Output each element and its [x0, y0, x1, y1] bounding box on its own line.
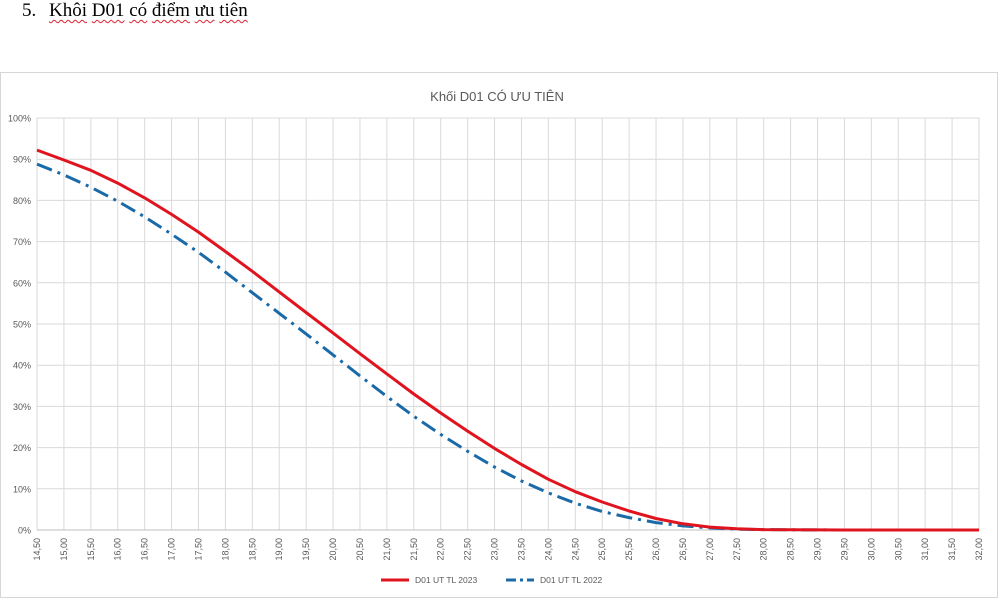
- series-line: [36, 162, 979, 532]
- series-lines: [36, 148, 979, 532]
- x-tick-label: 27,50: [732, 538, 742, 561]
- x-tick-label: 25,00: [597, 538, 607, 561]
- x-tick-label: 30,00: [866, 538, 876, 561]
- x-tick-label: 29,00: [813, 538, 823, 561]
- x-tick-label: 24,00: [543, 538, 553, 561]
- y-tick-label: 90%: [13, 155, 31, 165]
- document-heading: 5. Khôi D01 có điểm ưu tiên: [22, 0, 248, 22]
- x-tick-label: 28,50: [786, 538, 796, 561]
- y-tick-label: 50%: [13, 320, 31, 330]
- chart-frame: Khối D01 CÓ ƯU TIÊN 0% 10% 20% 30% 40% 50% 60%…: [0, 72, 998, 598]
- x-tick-label: 19,00: [274, 538, 284, 561]
- y-tick-label: 100%: [8, 114, 31, 124]
- x-tick-label: 15,00: [59, 538, 69, 561]
- y-tick-label: 70%: [13, 237, 31, 247]
- x-tick-label: 28,00: [759, 538, 769, 561]
- x-tick-label: 18,50: [247, 538, 257, 561]
- x-tick-label: 26,00: [651, 538, 661, 561]
- x-tick-label: 17,00: [167, 538, 177, 561]
- x-tick-label: 21,50: [409, 538, 419, 561]
- x-tick-label: 22,00: [436, 538, 446, 561]
- y-tick-label: 60%: [13, 278, 31, 288]
- x-tick-label: 16,00: [113, 538, 123, 561]
- x-tick-label: 26,50: [678, 538, 688, 561]
- x-tick-label: 21,00: [382, 538, 392, 561]
- x-tick-label: 31,00: [920, 538, 930, 561]
- x-tick-label: 19,50: [301, 538, 311, 561]
- x-tick-label: 23,00: [490, 538, 500, 561]
- x-tick-label: 18,00: [220, 538, 230, 561]
- x-tick-label: 20,00: [328, 538, 338, 561]
- y-tick-label: 80%: [13, 196, 31, 206]
- legend-label: D01 UT TL 2022: [540, 575, 602, 585]
- heading-word: D01: [91, 0, 125, 21]
- y-tick-label: 30%: [13, 402, 31, 412]
- x-tick-label: 30,50: [893, 538, 903, 561]
- heading-word: có: [129, 0, 148, 21]
- heading-word: điểm: [151, 0, 190, 21]
- x-tick-label: 29,50: [839, 538, 849, 561]
- series-line: [36, 148, 979, 532]
- y-axis-ticks: 0% 10% 20% 30% 40% 50% 60% 70% 80% 90% 100%: [8, 114, 31, 536]
- x-tick-label: 25,50: [624, 538, 634, 561]
- heading-word: tiên: [219, 0, 248, 21]
- y-tick-label: 40%: [13, 361, 31, 371]
- heading-number: 5.: [22, 0, 37, 21]
- x-tick-label: 17,50: [193, 538, 203, 561]
- grid-lines: [36, 117, 980, 531]
- x-tick-label: 23,50: [516, 538, 526, 561]
- legend: D01 UT TL 2023 D01 UT TL 2022: [381, 575, 602, 585]
- x-tick-label: 31,50: [947, 538, 957, 561]
- x-tick-label: 20,50: [355, 538, 365, 561]
- y-tick-label: 10%: [13, 484, 31, 494]
- x-tick-label: 14,50: [32, 538, 42, 561]
- x-tick-label: 15,50: [86, 538, 96, 561]
- heading-word: ưu: [194, 0, 215, 21]
- legend-label: D01 UT TL 2023: [415, 575, 477, 585]
- heading-word: Khôi: [49, 0, 87, 21]
- x-tick-label: 22,50: [463, 538, 473, 561]
- x-tick-label: 24,50: [570, 538, 580, 561]
- x-tick-label: 32,00: [974, 538, 984, 561]
- y-tick-label: 0%: [18, 526, 31, 536]
- x-axis-ticks: 14,50 15,00 15,50 16,00 16,50 17,00 17,50 18,00…: [32, 538, 984, 561]
- x-tick-label: 16,50: [140, 538, 150, 561]
- y-tick-label: 20%: [13, 443, 31, 453]
- line-chart: Khối D01 CÓ ƯU TIÊN 0% 10% 20% 30% 40% 50% 60%…: [8, 89, 984, 585]
- x-tick-label: 27,00: [705, 538, 715, 561]
- chart-title: Khối D01 CÓ ƯU TIÊN: [430, 89, 564, 104]
